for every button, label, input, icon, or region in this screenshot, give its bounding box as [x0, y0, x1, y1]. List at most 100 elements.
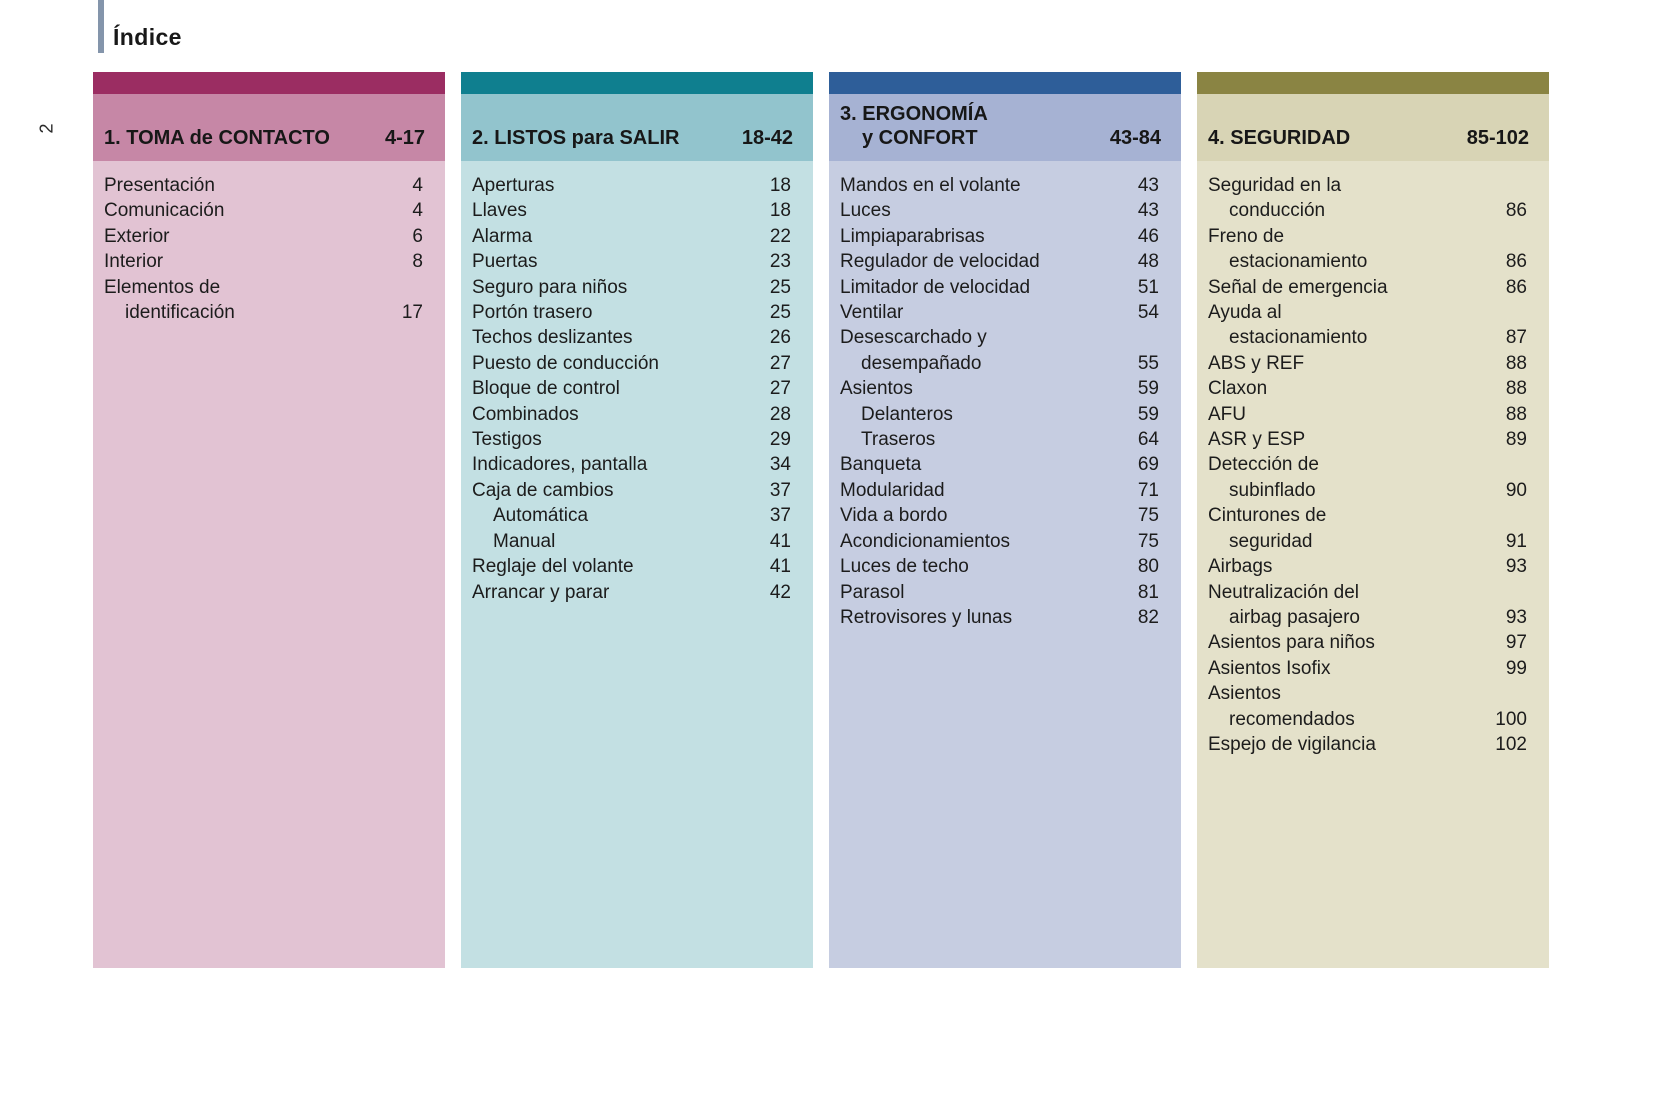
section-title: 2. LISTOS para SALIR	[472, 127, 680, 149]
toc-entry-label: Llaves	[472, 200, 527, 222]
toc-section-seguridad: 4. SEGURIDAD 85-102 Seguridad en la condu…	[1197, 72, 1549, 968]
toc-entry-page: 43	[1137, 200, 1159, 222]
page-title: Índice	[113, 24, 182, 50]
toc-entry-label: Vida a bordo	[840, 505, 948, 527]
toc-entry-label: estacionamiento	[1229, 327, 1368, 349]
toc-entry-page: 22	[769, 225, 791, 247]
toc-entry-label: Aperturas	[472, 175, 555, 196]
toc-entry-label: ASR y ESP	[1208, 429, 1306, 451]
toc-entry: Puertas 23	[472, 249, 791, 274]
toc-entry: Caja de cambios 37	[472, 478, 791, 503]
page-number: 2	[36, 123, 57, 134]
toc-entry-page	[1519, 580, 1527, 605]
toc-entry-page: 93	[1505, 556, 1527, 578]
section-color-strip	[461, 72, 813, 94]
toc-entry-label: Banqueta	[840, 454, 922, 476]
toc-entry-label: Limitador de velocidad	[840, 276, 1031, 298]
toc-entry: Limpiaparabrisas 46	[840, 224, 1159, 249]
toc-entry-label: Airbags	[1208, 556, 1273, 578]
toc-entry-page: 100	[1495, 708, 1527, 730]
toc-entry-label: Bloque de control	[472, 378, 620, 400]
toc-entry-label: Regulador de velocidad	[840, 251, 1040, 273]
toc-entry-label: Combinados	[472, 403, 579, 425]
toc-entry: Seguridad en la	[1208, 173, 1527, 198]
toc-entry-label: Freno de	[1208, 225, 1285, 247]
toc-entry: Desescarchado y	[840, 325, 1159, 350]
toc-entry-label: Luces de techo	[840, 556, 969, 578]
toc-entry-label: Manual	[493, 530, 556, 552]
toc-entry: Vida a bordo 75	[840, 503, 1159, 528]
toc-entry-page: 55	[1137, 352, 1159, 374]
toc-entry-page: 27	[769, 378, 791, 400]
toc-entry: Claxon 88	[1208, 376, 1527, 401]
toc-entry-page: 71	[1137, 479, 1159, 501]
toc-entry: recomendados 100	[1208, 707, 1527, 732]
toc-entry-label: Desescarchado y	[840, 327, 987, 349]
toc-entry-page: 17	[401, 302, 423, 324]
toc-entry: estacionamiento 86	[1208, 249, 1527, 274]
toc-section-toma-de-contacto: 1. TOMA de CONTACTO 4-17 Presentación 4 Co…	[93, 72, 445, 968]
toc-entry-page: 64	[1137, 429, 1159, 451]
toc-entry-label: Exterior	[104, 225, 170, 247]
toc-entry: Comunicación 4	[104, 198, 423, 223]
toc-entry-label: Indicadores, pantalla	[472, 454, 648, 476]
toc-entry: seguridad 91	[1208, 529, 1527, 554]
toc-entry-label: Reglaje del volante	[472, 556, 634, 578]
toc-entry-label: Puertas	[472, 251, 538, 273]
toc-entry: Regulador de velocidad 48	[840, 249, 1159, 274]
section-header: 1. TOMA de CONTACTO 4-17	[93, 94, 445, 161]
toc-entry-label: identificación	[125, 302, 235, 324]
toc-entry-page: 41	[769, 530, 791, 552]
toc-entry-page: 46	[1137, 225, 1159, 247]
toc-entry-label: Seguro para niños	[472, 276, 628, 298]
toc-entry-page: 69	[1137, 454, 1159, 476]
toc-entry-page: 18	[769, 175, 791, 196]
toc-entry: Modularidad 71	[840, 478, 1159, 503]
toc-entry-page: 54	[1137, 302, 1159, 324]
section-title: 1. TOMA de CONTACTO	[104, 127, 330, 149]
toc-entry-page: 82	[1137, 606, 1159, 628]
toc-entry: Traseros 64	[840, 427, 1159, 452]
toc-entry: Ventilar 54	[840, 300, 1159, 325]
toc-entry-page: 87	[1505, 327, 1527, 349]
toc-entry: Asientos para niños 97	[1208, 630, 1527, 655]
toc-entry: Luces 43	[840, 198, 1159, 223]
toc-columns: 1. TOMA de CONTACTO 4-17 Presentación 4 Co…	[93, 72, 1549, 968]
section-page-range: 4-17	[384, 127, 425, 149]
toc-entry-label: Testigos	[472, 429, 542, 451]
toc-entry-page: 6	[412, 225, 423, 247]
toc-entry: Mandos en el volante 43	[840, 173, 1159, 198]
toc-entry-page: 4	[412, 200, 423, 222]
toc-entry-page: 34	[769, 454, 791, 476]
toc-entry-page: 8	[412, 251, 423, 273]
toc-entry-page: 48	[1137, 251, 1159, 273]
toc-entry-page: 80	[1137, 556, 1159, 578]
toc-entry-page: 26	[769, 327, 791, 349]
toc-entry-page: 25	[769, 302, 791, 324]
toc-entry: estacionamiento 87	[1208, 325, 1527, 350]
toc-entry-label: Asientos	[840, 378, 913, 400]
toc-entry: Limitador de velocidad 51	[840, 275, 1159, 300]
toc-entry-page: 90	[1505, 479, 1527, 501]
toc-entry: identificación 17	[104, 300, 423, 325]
toc-entry: Luces de techo 80	[840, 554, 1159, 579]
toc-entry: Espejo de vigilancia 102	[1208, 732, 1527, 757]
toc-entry: Arrancar y parar 42	[472, 580, 791, 605]
toc-entry-label: Asientos para niños	[1208, 632, 1375, 654]
toc-entry: Automática 37	[472, 503, 791, 528]
toc-entry: subinflado 90	[1208, 478, 1527, 503]
toc-entry-label: Caja de cambios	[472, 479, 614, 501]
toc-entry-label: Señal de emergencia	[1208, 276, 1388, 298]
toc-entry-label: Limpiaparabrisas	[840, 225, 985, 247]
toc-entry: desempañado 55	[840, 351, 1159, 376]
section-color-strip	[829, 72, 1181, 94]
section-item-list: Seguridad en la conducción 86 Freno de estac…	[1197, 161, 1549, 968]
toc-entry-page: 99	[1505, 657, 1527, 679]
toc-entry-page: 29	[769, 429, 791, 451]
toc-entry-page: 89	[1505, 429, 1527, 451]
toc-entry-page: 88	[1505, 378, 1527, 400]
toc-entry-label: Automática	[493, 505, 589, 527]
toc-entry: ABS y REF 88	[1208, 351, 1527, 376]
toc-entry: ASR y ESP 89	[1208, 427, 1527, 452]
toc-section-listos-para-salir: 2. LISTOS para SALIR 18-42 Aperturas 18 Ll…	[461, 72, 813, 968]
